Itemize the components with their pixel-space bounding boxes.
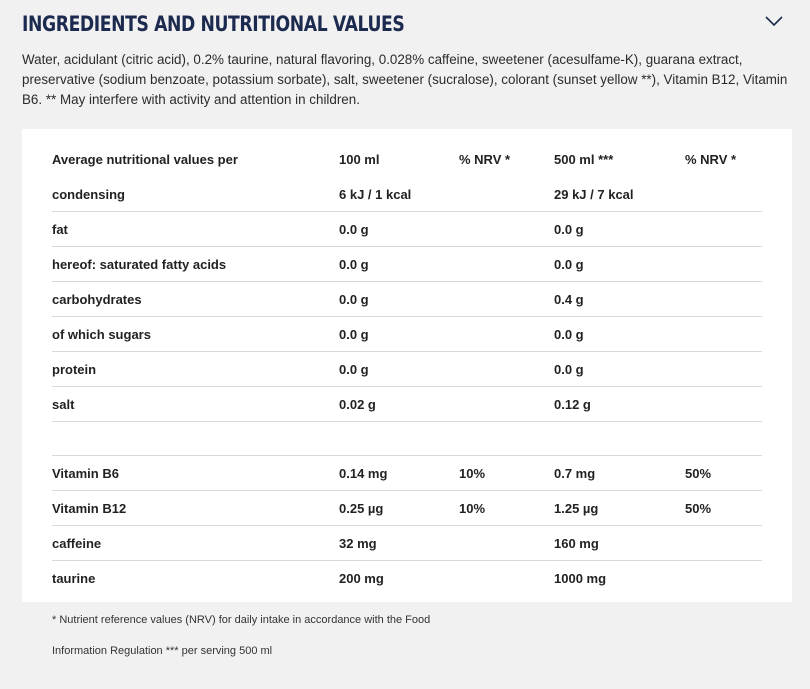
nrv-100ml bbox=[459, 246, 554, 282]
section-title: INGREDIENTS AND NUTRITIONAL VALUES bbox=[22, 12, 405, 36]
value-500ml: 0.0 g bbox=[554, 316, 685, 352]
nrv-100ml bbox=[459, 525, 554, 561]
nutrient-name: hereof: saturated fatty acids bbox=[52, 246, 339, 282]
nutrient-name: salt bbox=[52, 386, 339, 422]
nutrition-card: Average nutritional values per 100 ml % … bbox=[22, 129, 792, 602]
value-100ml: 0.0 g bbox=[339, 316, 459, 352]
nrv-100ml: 10% bbox=[459, 490, 554, 526]
nrv-100ml bbox=[459, 177, 554, 212]
value-100ml: 0.0 g bbox=[339, 281, 459, 317]
nrv-100ml bbox=[459, 316, 554, 352]
value-500ml: 29 kJ / 7 kcal bbox=[554, 177, 685, 212]
table-spacer-row bbox=[52, 421, 762, 456]
nutrient-name: Vitamin B12 bbox=[52, 490, 339, 526]
column-header: % NRV * bbox=[685, 151, 737, 167]
nutrient-name: taurine bbox=[52, 570, 96, 586]
nrv-500ml bbox=[685, 421, 762, 456]
nrv-500ml bbox=[685, 211, 762, 247]
nrv-100ml: 10% bbox=[459, 455, 554, 491]
value-100ml bbox=[339, 421, 459, 456]
nrv-100ml bbox=[459, 211, 554, 247]
table-row: taurine 200 mg 1000 mg bbox=[52, 561, 762, 596]
footnote-nrv: * Nutrient reference values (NRV) for da… bbox=[52, 614, 431, 626]
nrv-500ml bbox=[685, 561, 762, 596]
nrv-500ml bbox=[685, 386, 762, 422]
nutrient-name: carbohydrates bbox=[52, 281, 339, 317]
value-100ml: 0.02 g bbox=[339, 386, 459, 422]
column-header: % NRV * bbox=[459, 151, 511, 167]
column-header: 100 ml bbox=[339, 151, 380, 167]
value-100ml: 0.0 g bbox=[339, 211, 459, 247]
nrv-500ml bbox=[685, 246, 762, 282]
value-500ml: 1.25 µg bbox=[554, 490, 685, 526]
table-row: caffeine 32 mg 160 mg bbox=[52, 525, 762, 561]
nrv-100ml bbox=[459, 561, 554, 596]
nutrient-name: condensing bbox=[52, 177, 339, 212]
nutrient-name: Vitamin B6 bbox=[52, 455, 339, 491]
section-header[interactable]: INGREDIENTS AND NUTRITIONAL VALUES bbox=[22, 8, 788, 42]
nrv-500ml: 50% bbox=[685, 455, 762, 491]
nutrient-name: of which sugars bbox=[52, 316, 339, 352]
table-row: protein 0.0 g 0.0 g bbox=[52, 351, 762, 387]
value-500ml: 0.0 g bbox=[554, 211, 685, 247]
table-header-row: Average nutritional values per 100 ml % … bbox=[52, 141, 762, 177]
value-500ml: 160 mg bbox=[554, 525, 685, 561]
value-500ml: 1000 mg bbox=[554, 570, 607, 586]
value-500ml bbox=[554, 421, 685, 456]
nrv-500ml: 50% bbox=[685, 490, 762, 526]
value-100ml: 0.14 mg bbox=[339, 455, 459, 491]
chevron-down-icon[interactable] bbox=[764, 14, 784, 28]
nrv-100ml bbox=[459, 421, 554, 456]
nutrient-name bbox=[52, 421, 339, 456]
column-header: 500 ml *** bbox=[554, 151, 614, 167]
value-500ml: 0.4 g bbox=[554, 281, 685, 317]
table-row: Vitamin B6 0.14 mg 10% 0.7 mg 50% bbox=[52, 455, 762, 491]
nrv-100ml bbox=[459, 281, 554, 317]
value-500ml: 0.0 g bbox=[554, 246, 685, 282]
table-row: carbohydrates 0.0 g 0.4 g bbox=[52, 281, 762, 317]
value-100ml: 32 mg bbox=[339, 525, 459, 561]
table-row: hereof: saturated fatty acids 0.0 g 0.0 … bbox=[52, 246, 762, 282]
column-header: Average nutritional values per bbox=[52, 151, 238, 167]
ingredients-text: Water, acidulant (citric acid), 0.2% tau… bbox=[22, 52, 788, 107]
table-row: salt 0.02 g 0.12 g bbox=[52, 386, 762, 422]
nutrient-name: fat bbox=[52, 211, 339, 247]
footnote-serving: Information Regulation *** per serving 5… bbox=[52, 645, 273, 657]
value-500ml: 0.12 g bbox=[554, 386, 685, 422]
nrv-100ml bbox=[459, 386, 554, 422]
value-100ml: 0.25 µg bbox=[339, 490, 459, 526]
nutrient-name: caffeine bbox=[52, 525, 339, 561]
nrv-100ml bbox=[459, 351, 554, 387]
nrv-500ml bbox=[685, 316, 762, 352]
nrv-500ml bbox=[685, 177, 762, 212]
value-100ml: 0.0 g bbox=[339, 246, 459, 282]
nutrient-name: protein bbox=[52, 351, 339, 387]
nrv-500ml bbox=[685, 351, 762, 387]
value-100ml: 0.0 g bbox=[339, 351, 459, 387]
nrv-500ml bbox=[685, 281, 762, 317]
table-row: Vitamin B12 0.25 µg 10% 1.25 µg 50% bbox=[52, 490, 762, 526]
value-500ml: 0.0 g bbox=[554, 351, 685, 387]
value-500ml: 0.7 mg bbox=[554, 455, 685, 491]
table-row: fat 0.0 g 0.0 g bbox=[52, 211, 762, 247]
table-row: condensing 6 kJ / 1 kcal 29 kJ / 7 kcal bbox=[52, 177, 762, 212]
nutrition-table: Average nutritional values per 100 ml % … bbox=[52, 141, 762, 595]
value-100ml: 6 kJ / 1 kcal bbox=[339, 177, 459, 212]
value-100ml: 200 mg bbox=[339, 570, 384, 586]
table-row: of which sugars 0.0 g 0.0 g bbox=[52, 316, 762, 352]
nrv-500ml bbox=[685, 525, 762, 561]
